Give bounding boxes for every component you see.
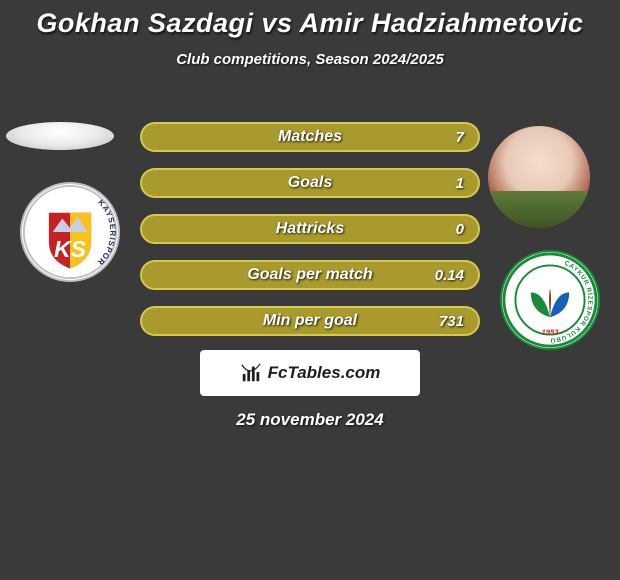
- kayserispor-badge-icon: KAYSERISPOR KS: [22, 184, 118, 280]
- rizespor-badge-icon: ÇAYKUR RİZESPOR KULÜBÜ 1953: [502, 252, 598, 348]
- watermark-box: FcTables.com: [200, 350, 420, 396]
- stats-panel: Matches 7 Goals 1 Hattricks 0 Goals per …: [140, 122, 480, 352]
- club-logo-right: ÇAYKUR RİZESPOR KULÜBÜ 1953: [500, 250, 600, 350]
- stat-label: Goals: [288, 174, 332, 192]
- comparison-subtitle: Club competitions, Season 2024/2025: [0, 51, 620, 68]
- badge-main-text: KS: [54, 236, 87, 262]
- stat-value: 7: [456, 129, 464, 146]
- bar-chart-icon: [240, 362, 262, 384]
- stat-label: Matches: [278, 128, 342, 146]
- stat-value: 0: [456, 221, 464, 238]
- stat-label: Hattricks: [276, 220, 344, 238]
- stat-row-hattricks: Hattricks 0: [140, 214, 480, 244]
- comparison-title: Gokhan Sazdagi vs Amir Hadziahmetovic: [0, 0, 620, 39]
- stat-label: Goals per match: [247, 266, 372, 284]
- stat-label: Min per goal: [263, 312, 357, 330]
- club-logo-left: KAYSERISPOR KS: [20, 182, 120, 282]
- stat-row-goals: Goals 1: [140, 168, 480, 198]
- stat-row-matches: Matches 7: [140, 122, 480, 152]
- stat-value: 0.14: [435, 267, 464, 284]
- stat-value: 1: [456, 175, 464, 192]
- stat-value: 731: [439, 313, 464, 330]
- player-photo-right: [488, 126, 590, 228]
- watermark-text: FcTables.com: [268, 363, 381, 383]
- comparison-date: 25 november 2024: [0, 410, 620, 430]
- stat-row-min-per-goal: Min per goal 731: [140, 306, 480, 336]
- badge-year: 1953: [541, 328, 559, 337]
- stat-row-goals-per-match: Goals per match 0.14: [140, 260, 480, 290]
- player-photo-left: [6, 122, 114, 150]
